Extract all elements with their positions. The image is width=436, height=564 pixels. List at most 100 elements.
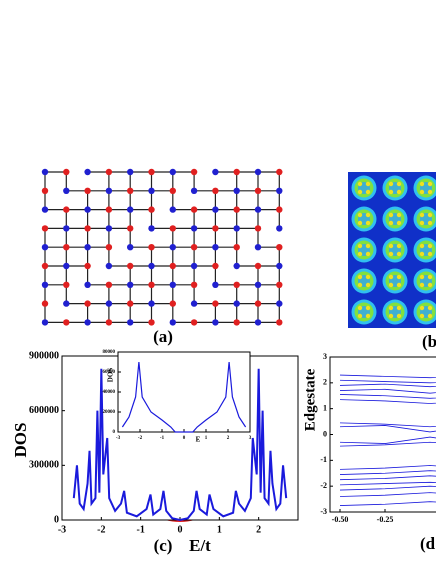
- site: [276, 244, 283, 251]
- y-tick-label: 0: [113, 430, 116, 435]
- site: [212, 168, 219, 176]
- orbital-lobe: [365, 274, 371, 280]
- site: [254, 262, 262, 270]
- site: [254, 281, 262, 288]
- site: [212, 319, 219, 326]
- x-tick-label: 3: [249, 436, 252, 441]
- site: [105, 168, 113, 176]
- orbital-lobe: [357, 274, 363, 280]
- orbital-lobe: [427, 313, 433, 319]
- site: [84, 168, 91, 176]
- site: [276, 319, 283, 326]
- x-tick-label: 2: [256, 524, 261, 535]
- orbital-lobe: [396, 220, 402, 226]
- line-series: [121, 361, 247, 433]
- plot-frame: [117, 351, 251, 433]
- orbital-lobe: [365, 251, 371, 257]
- orbital-lobe: [357, 313, 363, 319]
- site: [190, 206, 198, 213]
- site: [127, 300, 134, 307]
- orbital-lobe: [419, 189, 425, 195]
- site: [127, 319, 134, 326]
- site: [84, 300, 91, 307]
- site: [276, 168, 283, 176]
- orbital-lobe: [388, 220, 394, 226]
- orbital-lobe: [388, 189, 394, 195]
- site: [41, 187, 49, 194]
- site: [127, 262, 134, 270]
- site: [84, 244, 91, 251]
- site: [233, 300, 240, 307]
- orbital-lobe: [388, 243, 394, 249]
- line-series: [339, 399, 436, 404]
- site: [127, 225, 134, 232]
- y-tick-label: 600000: [29, 405, 59, 416]
- site: [169, 187, 176, 194]
- x-tick-label: 0: [178, 524, 183, 535]
- y-axis-label: DOS: [11, 423, 30, 458]
- site: [41, 225, 49, 232]
- wavefunction-image: [348, 172, 436, 328]
- site: [276, 187, 283, 194]
- site: [148, 244, 155, 251]
- orbital-lobe: [365, 282, 371, 288]
- site: [212, 187, 219, 194]
- orbital-lobe: [357, 282, 363, 288]
- site: [212, 262, 219, 270]
- site: [84, 225, 91, 232]
- x-tick-label: -1: [136, 524, 144, 535]
- site: [63, 168, 70, 176]
- site: [105, 319, 113, 326]
- orbital-lobe: [419, 313, 425, 319]
- y-tick-label: 0: [323, 429, 327, 438]
- y-tick-label: 300000: [29, 460, 59, 471]
- line-series: [339, 425, 436, 433]
- site: [276, 206, 283, 213]
- panel-label: (d: [420, 534, 436, 553]
- site: [276, 262, 283, 270]
- site: [84, 187, 91, 194]
- site: [148, 206, 155, 213]
- x-tick-label: -2: [138, 436, 143, 441]
- line-series: [339, 388, 436, 394]
- y-tick-label: 60000: [103, 370, 116, 375]
- site: [63, 187, 70, 194]
- site: [84, 281, 91, 288]
- line-series: [339, 383, 436, 388]
- x-tick-label: -3: [58, 524, 66, 535]
- line-series: [339, 441, 436, 447]
- y-tick-label: 900000: [29, 350, 59, 361]
- orbital-lobe: [365, 189, 371, 195]
- line-series: [339, 475, 436, 481]
- site: [190, 225, 198, 232]
- site: [212, 300, 219, 307]
- y-tick-label: 2: [323, 378, 327, 387]
- lattice-diagram: [41, 168, 283, 326]
- site: [41, 262, 49, 270]
- orbital-lobe: [357, 181, 363, 187]
- orbital-lobe: [419, 243, 425, 249]
- line-series: [72, 368, 288, 522]
- y-tick-label: -1: [320, 455, 327, 464]
- x-tick-label: -3: [116, 436, 121, 441]
- x-tick-label: 2: [227, 436, 230, 441]
- orbital-lobe: [427, 305, 433, 311]
- orbital-lobe: [357, 305, 363, 311]
- orbital-lobe: [357, 220, 363, 226]
- orbital-lobe: [396, 274, 402, 280]
- orbital-lobe: [365, 220, 371, 226]
- orbital-lobe: [396, 189, 402, 195]
- site: [41, 244, 49, 251]
- site: [41, 168, 49, 176]
- orbital-lobe: [365, 305, 371, 311]
- line-series: [339, 436, 436, 444]
- orbital-lobe: [427, 282, 433, 288]
- site: [84, 206, 91, 213]
- site: [105, 281, 113, 288]
- site: [254, 244, 262, 251]
- orbital-lobe: [396, 212, 402, 218]
- site: [63, 244, 70, 251]
- x-tick-label: -0.50: [332, 515, 349, 524]
- orbital-lobe: [388, 313, 394, 319]
- orbital-lobe: [365, 243, 371, 249]
